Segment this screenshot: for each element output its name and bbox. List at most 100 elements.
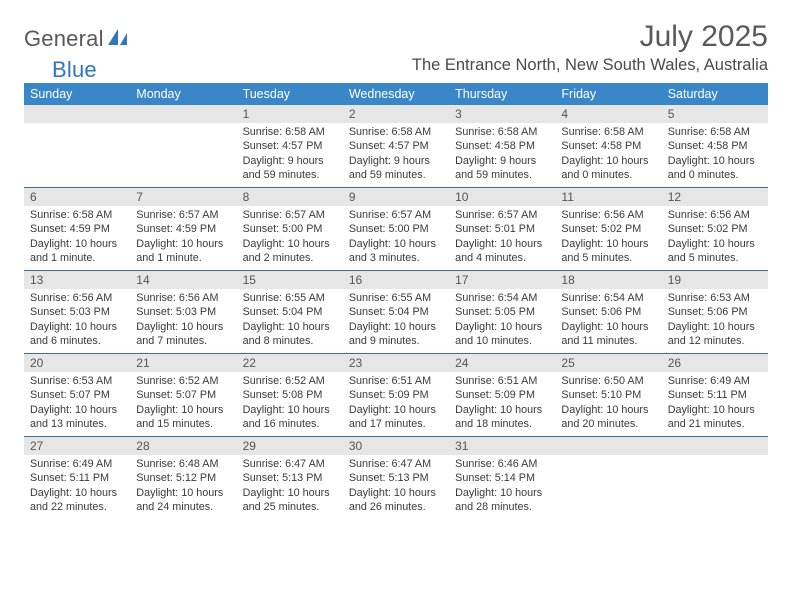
week-row: 1Sunrise: 6:58 AMSunset: 4:57 PMDaylight…: [24, 105, 768, 188]
day-cell: 11Sunrise: 6:56 AMSunset: 5:02 PMDayligh…: [555, 188, 661, 270]
day-body: Sunrise: 6:47 AMSunset: 5:13 PMDaylight:…: [343, 455, 449, 518]
sunset-text: Sunset: 4:57 PM: [349, 139, 443, 153]
sunset-text: Sunset: 5:13 PM: [243, 471, 337, 485]
day-body: Sunrise: 6:53 AMSunset: 5:06 PMDaylight:…: [662, 289, 768, 352]
day-cell: 16Sunrise: 6:55 AMSunset: 5:04 PMDayligh…: [343, 271, 449, 353]
sunset-text: Sunset: 5:03 PM: [30, 305, 124, 319]
header: General July 2025 The Entrance North, Ne…: [24, 20, 768, 75]
daylight-text: Daylight: 9 hours and 59 minutes.: [243, 154, 337, 183]
day-body: Sunrise: 6:52 AMSunset: 5:08 PMDaylight:…: [237, 372, 343, 435]
daylight-text: Daylight: 10 hours and 22 minutes.: [30, 486, 124, 515]
sunrise-text: Sunrise: 6:55 AM: [349, 291, 443, 305]
day-number: 14: [130, 271, 236, 289]
day-number: 4: [555, 105, 661, 123]
title-block: July 2025 The Entrance North, New South …: [412, 20, 768, 75]
logo: General: [24, 20, 73, 52]
day-cell: 28Sunrise: 6:48 AMSunset: 5:12 PMDayligh…: [130, 437, 236, 519]
sunrise-text: Sunrise: 6:47 AM: [243, 457, 337, 471]
day-number: 12: [662, 188, 768, 206]
weekday-header: Tuesday: [237, 83, 343, 105]
logo-text-blue: Blue: [52, 57, 97, 83]
day-number: 25: [555, 354, 661, 372]
day-number: 20: [24, 354, 130, 372]
day-body: Sunrise: 6:56 AMSunset: 5:02 PMDaylight:…: [555, 206, 661, 269]
day-body: Sunrise: 6:49 AMSunset: 5:11 PMDaylight:…: [662, 372, 768, 435]
sunset-text: Sunset: 5:09 PM: [455, 388, 549, 402]
day-cell: [130, 105, 236, 187]
sunset-text: Sunset: 5:13 PM: [349, 471, 443, 485]
sunrise-text: Sunrise: 6:54 AM: [455, 291, 549, 305]
page: General July 2025 The Entrance North, Ne…: [0, 0, 792, 539]
sunrise-text: Sunrise: 6:58 AM: [30, 208, 124, 222]
sunrise-text: Sunrise: 6:56 AM: [668, 208, 762, 222]
sunrise-text: Sunrise: 6:56 AM: [136, 291, 230, 305]
day-number: 18: [555, 271, 661, 289]
daylight-text: Daylight: 10 hours and 1 minute.: [136, 237, 230, 266]
sunrise-text: Sunrise: 6:52 AM: [243, 374, 337, 388]
day-number: 9: [343, 188, 449, 206]
sunrise-text: Sunrise: 6:57 AM: [136, 208, 230, 222]
day-cell: 20Sunrise: 6:53 AMSunset: 5:07 PMDayligh…: [24, 354, 130, 436]
day-number: 26: [662, 354, 768, 372]
sunset-text: Sunset: 4:59 PM: [136, 222, 230, 236]
sunrise-text: Sunrise: 6:50 AM: [561, 374, 655, 388]
sunrise-text: Sunrise: 6:56 AM: [30, 291, 124, 305]
day-number: 21: [130, 354, 236, 372]
daylight-text: Daylight: 10 hours and 28 minutes.: [455, 486, 549, 515]
day-body: Sunrise: 6:57 AMSunset: 5:00 PMDaylight:…: [237, 206, 343, 269]
sunrise-text: Sunrise: 6:53 AM: [30, 374, 124, 388]
day-cell: 30Sunrise: 6:47 AMSunset: 5:13 PMDayligh…: [343, 437, 449, 519]
day-body: Sunrise: 6:55 AMSunset: 5:04 PMDaylight:…: [343, 289, 449, 352]
daylight-text: Daylight: 10 hours and 9 minutes.: [349, 320, 443, 349]
daylight-text: Daylight: 10 hours and 24 minutes.: [136, 486, 230, 515]
day-cell: 21Sunrise: 6:52 AMSunset: 5:07 PMDayligh…: [130, 354, 236, 436]
week-row: 27Sunrise: 6:49 AMSunset: 5:11 PMDayligh…: [24, 437, 768, 519]
week-row: 6Sunrise: 6:58 AMSunset: 4:59 PMDaylight…: [24, 188, 768, 271]
daylight-text: Daylight: 9 hours and 59 minutes.: [455, 154, 549, 183]
day-number: 15: [237, 271, 343, 289]
weekday-header: Friday: [555, 83, 661, 105]
sunrise-text: Sunrise: 6:58 AM: [668, 125, 762, 139]
week-row: 20Sunrise: 6:53 AMSunset: 5:07 PMDayligh…: [24, 354, 768, 437]
sunset-text: Sunset: 4:59 PM: [30, 222, 124, 236]
sunrise-text: Sunrise: 6:51 AM: [349, 374, 443, 388]
sunset-text: Sunset: 5:11 PM: [668, 388, 762, 402]
day-body: Sunrise: 6:57 AMSunset: 5:01 PMDaylight:…: [449, 206, 555, 269]
day-body: Sunrise: 6:55 AMSunset: 5:04 PMDaylight:…: [237, 289, 343, 352]
day-number: 30: [343, 437, 449, 455]
day-body: Sunrise: 6:56 AMSunset: 5:03 PMDaylight:…: [130, 289, 236, 352]
daylight-text: Daylight: 10 hours and 8 minutes.: [243, 320, 337, 349]
day-cell: 24Sunrise: 6:51 AMSunset: 5:09 PMDayligh…: [449, 354, 555, 436]
day-cell: 27Sunrise: 6:49 AMSunset: 5:11 PMDayligh…: [24, 437, 130, 519]
sunset-text: Sunset: 5:12 PM: [136, 471, 230, 485]
day-cell: [555, 437, 661, 519]
day-cell: 18Sunrise: 6:54 AMSunset: 5:06 PMDayligh…: [555, 271, 661, 353]
day-cell: 4Sunrise: 6:58 AMSunset: 4:58 PMDaylight…: [555, 105, 661, 187]
sunset-text: Sunset: 5:10 PM: [561, 388, 655, 402]
day-cell: 1Sunrise: 6:58 AMSunset: 4:57 PMDaylight…: [237, 105, 343, 187]
day-body: Sunrise: 6:51 AMSunset: 5:09 PMDaylight:…: [449, 372, 555, 435]
day-number: 16: [343, 271, 449, 289]
sunset-text: Sunset: 5:08 PM: [243, 388, 337, 402]
weekday-header: Saturday: [662, 83, 768, 105]
weekday-header: Sunday: [24, 83, 130, 105]
day-number: 17: [449, 271, 555, 289]
day-cell: 3Sunrise: 6:58 AMSunset: 4:58 PMDaylight…: [449, 105, 555, 187]
daylight-text: Daylight: 10 hours and 21 minutes.: [668, 403, 762, 432]
day-cell: 19Sunrise: 6:53 AMSunset: 5:06 PMDayligh…: [662, 271, 768, 353]
daylight-text: Daylight: 10 hours and 0 minutes.: [561, 154, 655, 183]
sunrise-text: Sunrise: 6:58 AM: [349, 125, 443, 139]
day-cell: 29Sunrise: 6:47 AMSunset: 5:13 PMDayligh…: [237, 437, 343, 519]
day-cell: 15Sunrise: 6:55 AMSunset: 5:04 PMDayligh…: [237, 271, 343, 353]
day-cell: 12Sunrise: 6:56 AMSunset: 5:02 PMDayligh…: [662, 188, 768, 270]
sunset-text: Sunset: 5:00 PM: [243, 222, 337, 236]
month-title: July 2025: [412, 20, 768, 54]
day-body: Sunrise: 6:56 AMSunset: 5:02 PMDaylight:…: [662, 206, 768, 269]
daylight-text: Daylight: 10 hours and 7 minutes.: [136, 320, 230, 349]
day-body: Sunrise: 6:56 AMSunset: 5:03 PMDaylight:…: [24, 289, 130, 352]
day-body: Sunrise: 6:58 AMSunset: 4:57 PMDaylight:…: [343, 123, 449, 186]
day-body: [130, 123, 236, 185]
sunrise-text: Sunrise: 6:58 AM: [455, 125, 549, 139]
day-number: 31: [449, 437, 555, 455]
daylight-text: Daylight: 10 hours and 4 minutes.: [455, 237, 549, 266]
